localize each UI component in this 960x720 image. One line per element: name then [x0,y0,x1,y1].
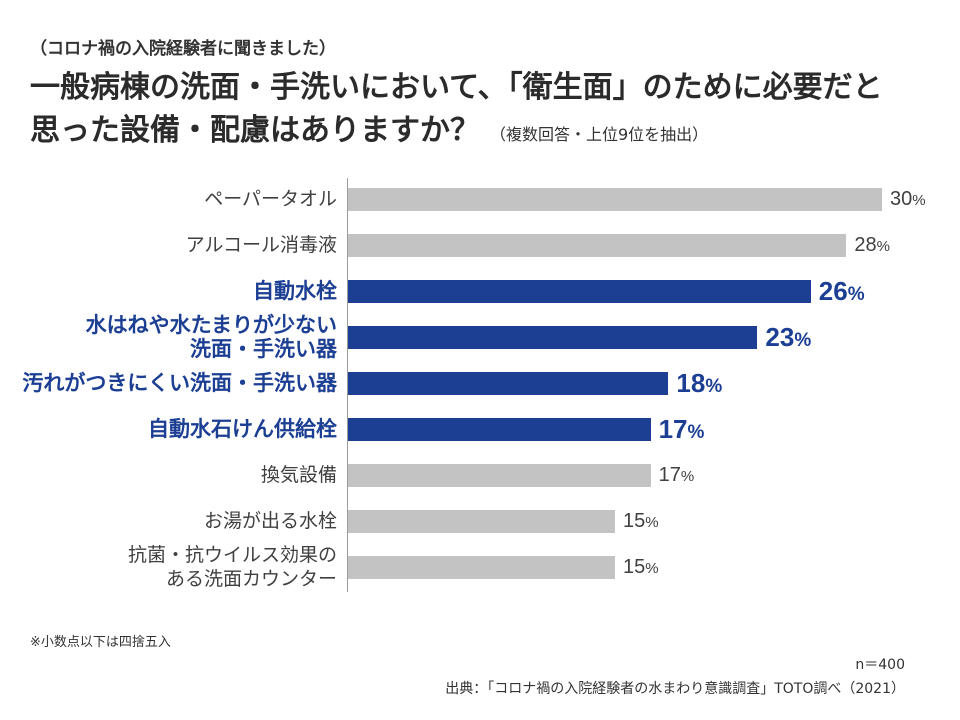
rounding-footnote: ※小数点以下は四捨五入 [30,635,171,650]
category-label: アルコール消毒液 [185,234,337,256]
chart-title-note: （複数回答・上位9位を抽出） [490,125,709,144]
value-number: 18 [676,368,706,398]
value-unit: % [645,514,659,531]
value-unit: % [687,422,705,443]
value-number: 17 [658,414,688,444]
value-unit: % [680,468,695,485]
value-label: 15% [623,511,659,531]
category-label: 自動水栓 [253,279,337,303]
value-unit: % [847,284,865,305]
bar [348,509,615,533]
value-label: 28% [854,235,890,255]
value-number: 26 [818,276,848,306]
value-label: 23% [765,324,811,350]
bar [348,187,882,211]
value-unit: % [912,192,926,209]
value-label: 17% [659,416,705,442]
category-label: お湯が出る水栓 [203,510,337,532]
bar [348,279,811,303]
category-label: 水はねや水たまりが少ない 洗面・手洗い器 [85,313,337,361]
bar [348,555,615,579]
chart-title-text: 一般病棟の洗面・手洗いにおいて、「衛生面」のために必要だと 思った設備・配慮はあ… [30,70,883,148]
category-label: 自動水石けん供給栓 [148,417,337,441]
category-axis-line [347,178,348,592]
value-label: 26% [819,278,865,304]
value-label: 15% [623,557,659,577]
category-label: 汚れがつきにくい洗面・手洗い器 [22,371,337,395]
bar [348,463,651,487]
category-label: 換気設備 [260,464,337,486]
value-unit: % [645,560,659,577]
value-number: 23 [765,322,795,352]
bar [348,417,651,441]
value-unit: % [705,376,723,397]
sample-size: n＝400 [855,657,905,673]
value-number: 30 [890,188,913,210]
value-number: 28 [854,234,877,256]
value-unit: % [876,238,890,255]
value-unit: % [794,330,812,351]
value-label: 30% [890,189,926,209]
value-number: 15 [623,510,646,532]
chart-subtitle: （コロナ禍の入院経験者に聞きました） [30,39,336,59]
chart-title: 一般病棟の洗面・手洗いにおいて、「衛生面」のために必要だと 思った設備・配慮はあ… [30,66,883,156]
value-label: 18% [676,370,722,396]
bar [348,233,847,257]
source-credit: 出典：「コロナ禍の入院経験者の水まわり意識調査」TOTO調べ（2021） [445,681,905,697]
category-label: 抗菌・抗ウイルス効果の ある洗面カウンター [127,544,337,590]
bar [348,371,669,395]
category-label: ペーパータオル [204,188,337,210]
value-number: 15 [623,556,646,578]
value-label: 17% [659,465,695,485]
bar [348,325,758,349]
value-number: 17 [658,464,681,486]
